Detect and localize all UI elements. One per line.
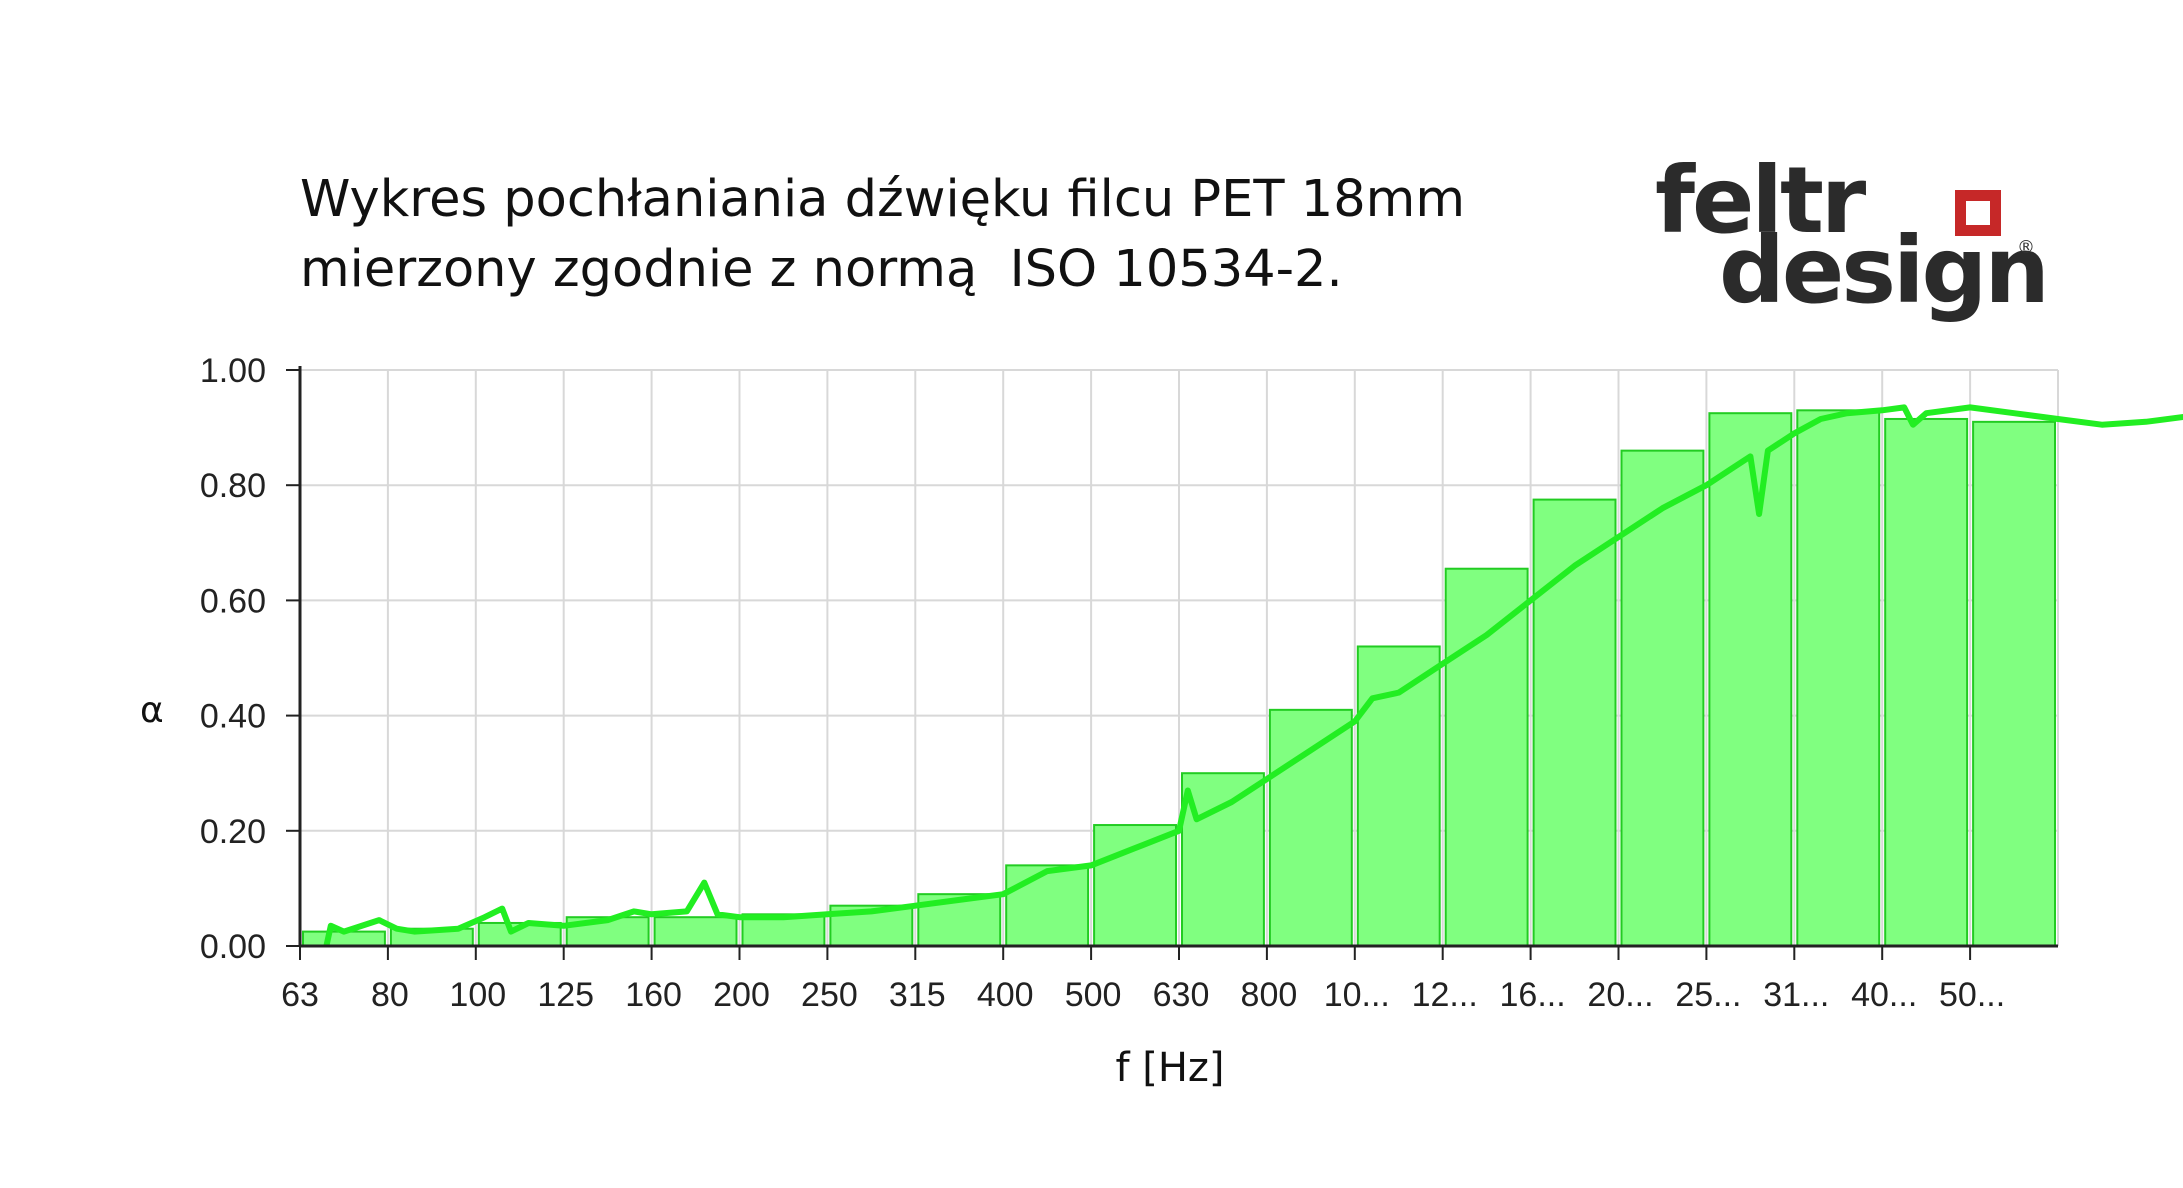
grid-lines: [300, 369, 2059, 947]
bar: [1093, 824, 1177, 947]
bar: [1444, 567, 1529, 947]
bar: [1708, 412, 1793, 947]
x-tick-label: 315: [889, 976, 946, 1014]
y-tick-label: 0.00: [200, 928, 266, 966]
x-tick-label: 63: [281, 976, 319, 1014]
x-tick-label: 200: [713, 976, 770, 1014]
bar: [1268, 708, 1353, 948]
x-tick-label: 500: [1065, 976, 1122, 1014]
y-tick-label: 1.00: [200, 352, 266, 390]
chart-title-line-2: mierzony zgodnie z normą ISO 10534-2.: [300, 240, 1343, 299]
x-tick-label: 800: [1241, 976, 1298, 1014]
x-tick-label: 20...: [1587, 976, 1653, 1014]
line-series: [323, 404, 2183, 947]
chart-title-line-1: Wykres pochłaniania dźwięku filcu PET 18…: [300, 170, 1466, 229]
y-tick-label: 0.60: [200, 582, 266, 620]
absorption-line: [323, 404, 2183, 947]
tick-labels: 0.00 0.20 0.40 0.60 0.80 1.00 63 80 100 125 160 200…: [200, 352, 2005, 1014]
x-tick-label: 630: [1153, 976, 1210, 1014]
x-tick-label: 250: [801, 976, 858, 1014]
x-tick-label: 40...: [1851, 976, 1917, 1014]
x-tick-label: 12...: [1412, 976, 1478, 1014]
x-tick-label: 125: [537, 976, 594, 1014]
y-axis-label: α: [140, 690, 164, 731]
x-tick-label: 160: [625, 976, 682, 1014]
feltro-design-logo: feltr design ®: [1655, 147, 2050, 317]
bar: [1972, 420, 2056, 947]
bar: [1181, 772, 1265, 948]
logo-square-icon: [1955, 190, 2001, 236]
x-tick-label: 31...: [1763, 976, 1829, 1014]
x-tick-label: 100: [449, 976, 506, 1014]
bar-series: [302, 409, 2056, 948]
axes: [286, 366, 2058, 960]
x-tick-label: 16...: [1500, 976, 1566, 1014]
logo-text-line-2: design: [1719, 217, 2050, 324]
bar: [1796, 409, 1881, 947]
y-tick-label: 0.40: [200, 698, 266, 736]
x-axis-label: f [Hz]: [1115, 1045, 1225, 1091]
bar: [1620, 449, 1705, 947]
registered-mark: ®: [2017, 237, 2035, 258]
y-tick-label: 0.80: [200, 467, 266, 505]
y-tick-label: 0.20: [200, 813, 266, 851]
x-tick-label: 10...: [1324, 976, 1390, 1014]
chart-title: Wykres pochłaniania dźwięku filcu PET 18…: [300, 165, 1600, 305]
bar: [1005, 864, 1090, 947]
bar: [1532, 498, 1617, 947]
x-tick-label: 80: [371, 976, 409, 1014]
bar: [653, 916, 738, 948]
x-tick-label: 50...: [1939, 976, 2005, 1014]
logo-text-line-1: feltr: [1655, 147, 1866, 254]
bar: [1884, 417, 1969, 947]
x-tick-label: 25...: [1675, 976, 1741, 1014]
x-tick-label: 400: [977, 976, 1034, 1014]
